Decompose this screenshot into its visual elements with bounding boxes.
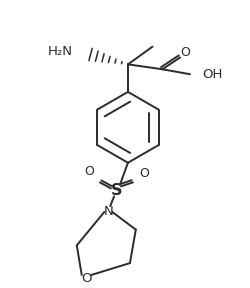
Text: O: O [180, 46, 190, 59]
Text: N: N [104, 205, 113, 218]
Text: O: O [82, 272, 92, 285]
Text: H₂N: H₂N [48, 45, 73, 58]
Text: O: O [85, 165, 94, 178]
Text: O: O [140, 167, 149, 180]
Text: S: S [110, 183, 122, 198]
Text: OH: OH [203, 68, 223, 81]
